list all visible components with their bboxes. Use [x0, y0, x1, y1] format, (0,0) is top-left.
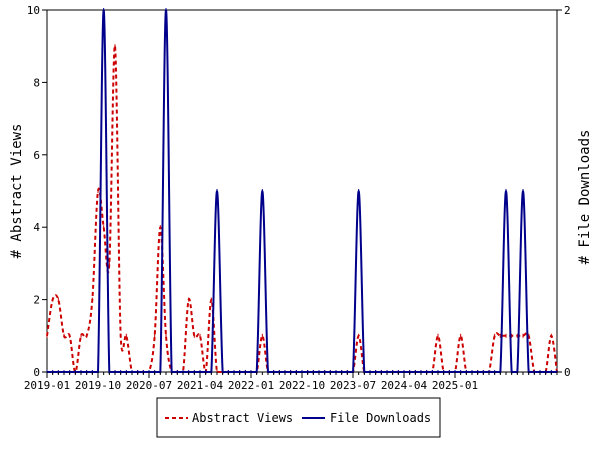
series-line	[47, 8, 557, 373]
legend: Abstract Views File Downloads	[156, 397, 441, 438]
x-tick-label: 2021-04	[177, 379, 224, 392]
y-left-tick-label: 10	[27, 4, 40, 17]
y-right-tick-label: 0	[564, 366, 571, 379]
y-axis-right-title: # File Downloads	[577, 130, 593, 265]
legend-label-abstract-views: Abstract Views	[192, 411, 293, 425]
y-left-tick-label: 8	[33, 76, 40, 89]
tick-layer: 0 2 4 6 8 10 0 2 2019-01 2019-10 2020-07 2021-04 202…	[24, 4, 571, 392]
x-tick-label: 2025-01	[432, 379, 478, 392]
y-left-tick-label: 0	[33, 366, 40, 379]
x-tick-label: 2022-10	[279, 379, 325, 392]
y-left-tick-label: 6	[33, 149, 40, 162]
x-tick-label: 2023-07	[330, 379, 376, 392]
y-left-tick-label: 2	[33, 294, 40, 307]
y-right-tick-label: 2	[564, 4, 571, 17]
x-tick-label: 2022-01	[228, 379, 274, 392]
x-tick-label: 2019-01	[24, 379, 70, 392]
legend-label-file-downloads: File Downloads	[330, 411, 431, 425]
y-left-tick-label: 4	[33, 221, 40, 234]
x-tick-label: 2020-07	[126, 379, 172, 392]
x-tick-label: 2024-04	[381, 379, 428, 392]
x-tick-label: 2019-10	[75, 379, 121, 392]
y-axis-left-title: # Abstract Views	[9, 124, 25, 259]
legend-box	[156, 397, 441, 438]
